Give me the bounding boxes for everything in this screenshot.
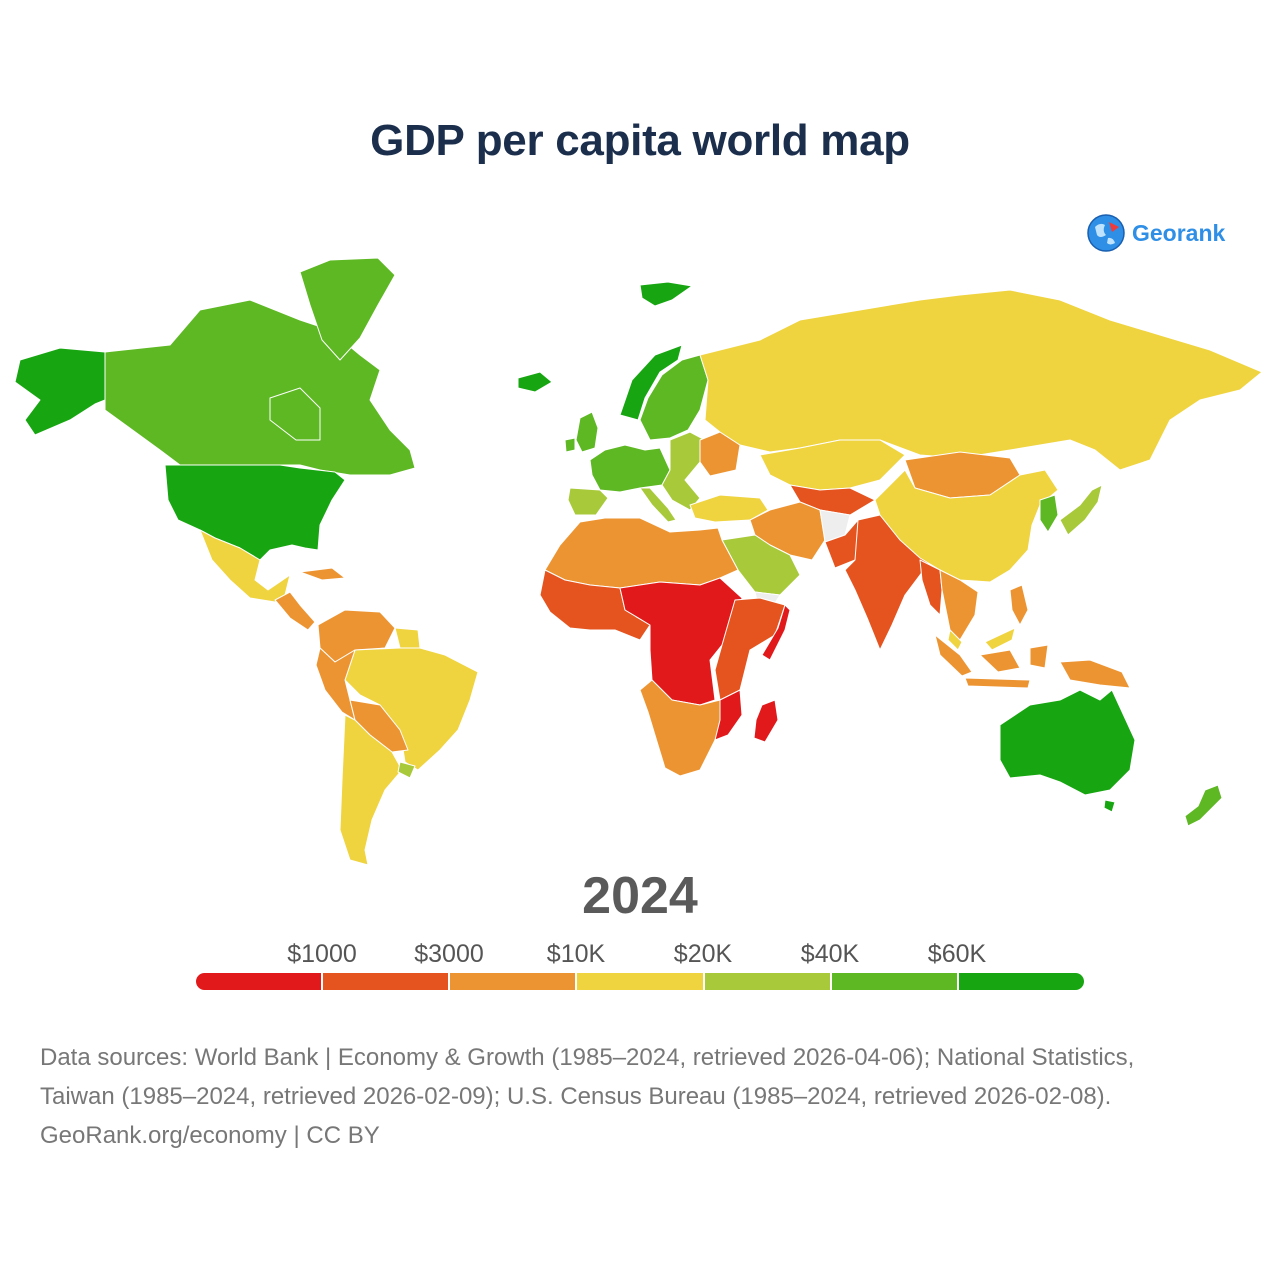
region-caribbean-cuba[interactable]	[299, 567, 346, 581]
legend-swatch	[450, 973, 578, 990]
year-label: 2024	[582, 867, 698, 925]
region-italy[interactable]	[639, 487, 677, 523]
region-madagascar[interactable]	[753, 699, 779, 743]
region-korea[interactable]	[1039, 494, 1059, 533]
globe-icon	[1087, 214, 1125, 252]
region-australia[interactable]	[999, 689, 1136, 813]
legend-swatch	[196, 973, 324, 990]
legend-label: $3000	[414, 940, 484, 968]
legend-color-scale	[196, 973, 1084, 990]
region-norway[interactable]	[619, 344, 683, 421]
region-canada[interactable]	[104, 299, 416, 476]
world-map	[14, 257, 1263, 866]
legend-swatch	[577, 973, 705, 990]
region-papua-new-guinea[interactable]	[1059, 659, 1131, 689]
region-east-africa[interactable]	[714, 597, 786, 701]
region-north-africa[interactable]	[544, 517, 739, 589]
region-new-zealand[interactable]	[1184, 784, 1223, 827]
legend-label: $60K	[927, 940, 987, 968]
region-philippines[interactable]	[1009, 584, 1029, 626]
region-west-africa[interactable]	[539, 569, 651, 641]
sources-line-2: Taiwan (1985–2024, retrieved 2026-02-09)…	[40, 1083, 1112, 1110]
region-russia[interactable]	[699, 289, 1263, 471]
region-japan[interactable]	[1059, 484, 1103, 536]
legend-label: $1000	[287, 940, 357, 968]
legend-swatch	[323, 973, 451, 990]
region-greenland[interactable]	[299, 257, 396, 361]
legend-labels: $1000 $3000 $10K $20K $40K $60K	[0, 940, 1280, 970]
region-uk-ireland[interactable]	[564, 411, 599, 453]
region-brazil[interactable]	[344, 647, 479, 771]
georank-logo[interactable]: Georank	[1086, 213, 1225, 253]
region-guyana[interactable]	[394, 627, 421, 649]
region-sahel-central-africa[interactable]	[619, 577, 743, 706]
region-mozambique[interactable]	[714, 689, 743, 741]
logo-text: Georank	[1132, 219, 1226, 246]
region-usa[interactable]	[164, 464, 346, 561]
region-southern-africa[interactable]	[639, 679, 721, 777]
region-indonesia[interactable]	[934, 634, 1049, 689]
legend-swatch	[958, 973, 1084, 990]
region-malaysia[interactable]	[947, 627, 1016, 651]
region-eastern-europe[interactable]	[661, 431, 706, 511]
region-mexico[interactable]	[199, 529, 291, 603]
region-western-europe[interactable]	[589, 444, 671, 493]
region-uruguay[interactable]	[397, 761, 416, 779]
data-sources: Data sources: World Bank | Economy & Gro…	[40, 1038, 1240, 1155]
map-title: GDP per capita world map	[370, 116, 910, 165]
region-iceland[interactable]	[517, 371, 553, 393]
region-alaska[interactable]	[14, 347, 106, 436]
legend-swatch	[831, 973, 959, 990]
region-somalia[interactable]	[761, 604, 791, 661]
region-iberia[interactable]	[567, 487, 609, 516]
sources-line-3[interactable]: GeoRank.org/economy | CC BY	[40, 1122, 380, 1149]
legend-label: $20K	[673, 940, 733, 968]
region-china[interactable]	[874, 469, 1059, 583]
region-svalbard[interactable]	[639, 281, 693, 307]
region-chile-argentina[interactable]	[339, 714, 403, 866]
region-kazakhstan[interactable]	[759, 439, 906, 491]
sources-line-1: Data sources: World Bank | Economy & Gro…	[40, 1044, 1135, 1071]
region-central-america[interactable]	[274, 591, 316, 631]
legend-label: $10K	[546, 940, 606, 968]
region-arabia[interactable]	[721, 534, 801, 596]
legend-label: $40K	[800, 940, 860, 968]
legend-swatch	[704, 973, 832, 990]
